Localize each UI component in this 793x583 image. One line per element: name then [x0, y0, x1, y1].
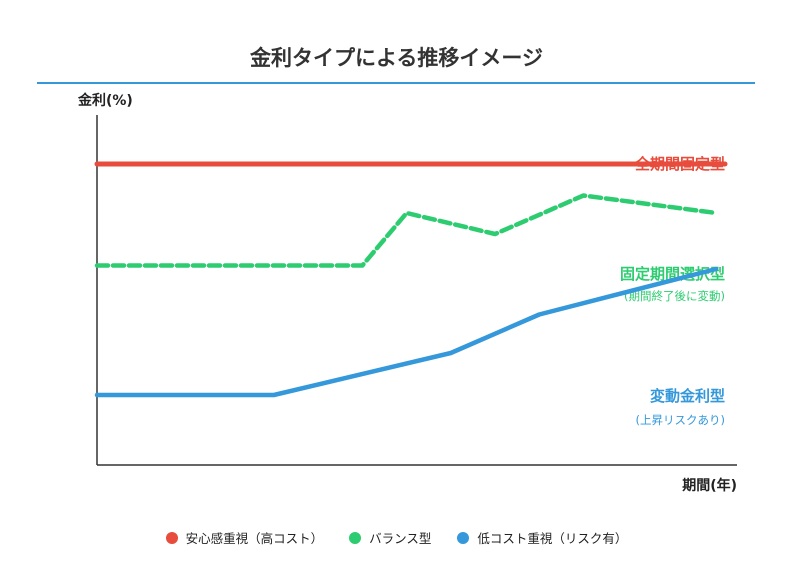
legend: 安心感重視（高コスト） バランス型 低コスト重視（リスク有）	[0, 528, 793, 547]
legend-marker	[457, 531, 470, 544]
legend-marker	[349, 531, 362, 544]
legend-item: 低コスト重視（リスク有）	[457, 528, 627, 547]
series-line	[94, 193, 719, 268]
series-sublabel: (期間終了後に変動)	[624, 289, 725, 303]
x-axis-label: 期間(年)	[682, 477, 737, 494]
legend-label: バランス型	[369, 531, 432, 546]
y-axis-label: 金利(%)	[77, 92, 133, 109]
title-underline	[37, 82, 755, 84]
series-line	[94, 266, 719, 398]
series-label: 変動金利型	[650, 387, 725, 405]
legend-item: バランス型	[349, 528, 431, 547]
series-sublabel: (上昇リスクあり)	[636, 413, 725, 427]
legend-label: 安心感重視（高コスト）	[185, 531, 324, 546]
legend-item: 安心感重視（高コスト）	[165, 528, 324, 547]
legend-marker	[165, 531, 178, 544]
series-label: 固定期間選択型	[620, 265, 725, 283]
series-label: 全期間固定型	[634, 155, 725, 173]
legend-label: 低コスト重視（リスク有）	[477, 531, 628, 546]
chart-title: 金利タイプによる推移イメージ	[250, 46, 543, 70]
